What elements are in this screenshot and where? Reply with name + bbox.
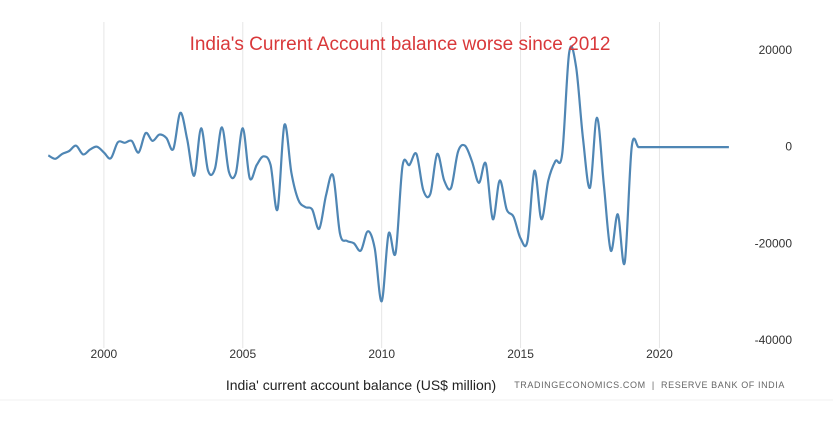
y-tick-label: 0 bbox=[785, 140, 792, 154]
y-tick-label: 20000 bbox=[759, 43, 793, 57]
series-layer bbox=[47, 45, 729, 303]
y-axis-ticks: 20000 0 -20000 -40000 bbox=[755, 43, 793, 347]
y-tick-label: -20000 bbox=[755, 236, 793, 250]
x-tick-label: 2020 bbox=[646, 347, 673, 361]
x-axis-label: India' current account balance (US$ mill… bbox=[226, 377, 496, 393]
x-tick-label: 2005 bbox=[229, 347, 256, 361]
x-tick-label: 2010 bbox=[368, 347, 395, 361]
x-axis-ticks: 2000 2005 2010 2015 2020 bbox=[91, 347, 674, 361]
x-tick-label: 2000 bbox=[91, 347, 118, 361]
series-line bbox=[47, 45, 729, 303]
chart-title: India's Current Account balance worse si… bbox=[190, 34, 611, 55]
grid-lines bbox=[0, 22, 833, 401]
source-credit: TRADINGECONOMICS.COM | RESERVE BANK OF I… bbox=[514, 380, 785, 390]
x-tick-label: 2015 bbox=[507, 347, 534, 361]
y-tick-label: -40000 bbox=[755, 333, 793, 347]
